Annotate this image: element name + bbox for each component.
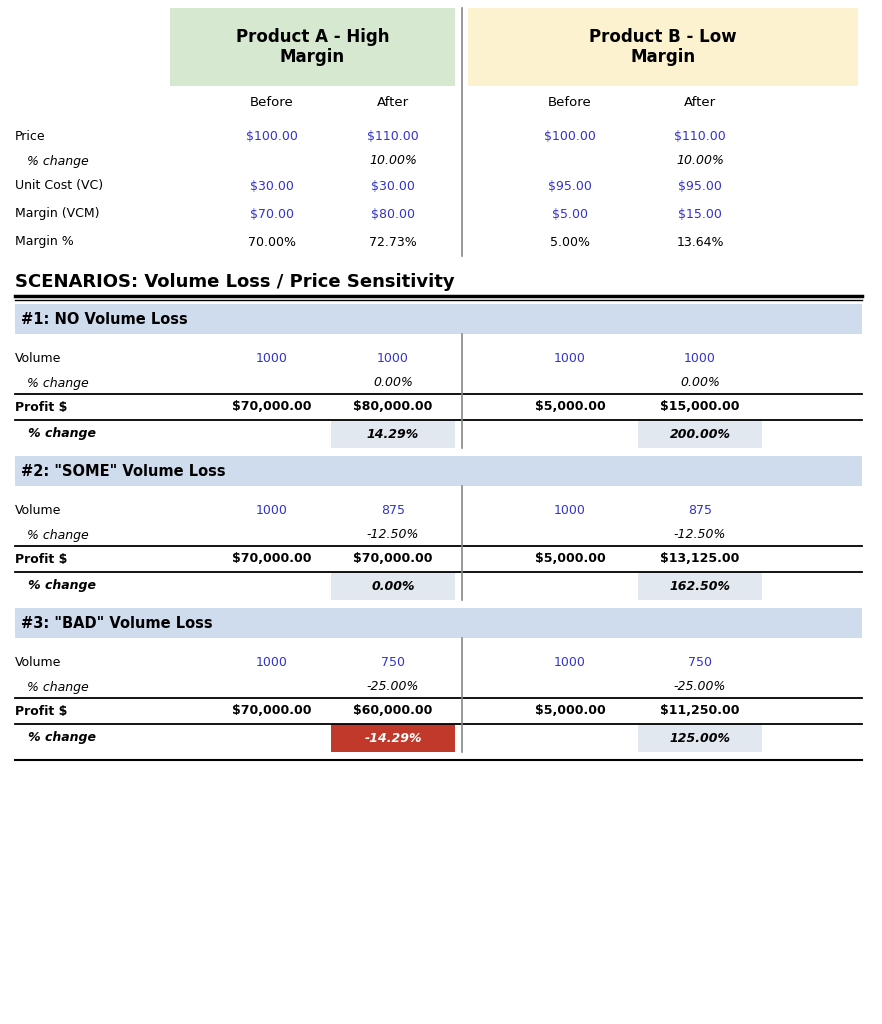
Text: 200.00%: 200.00% — [669, 427, 730, 440]
Text: -25.00%: -25.00% — [367, 681, 419, 693]
Text: $95.00: $95.00 — [548, 179, 592, 193]
Text: 1000: 1000 — [256, 504, 288, 516]
Text: After: After — [377, 95, 409, 109]
Text: Price: Price — [15, 129, 46, 142]
Text: -25.00%: -25.00% — [674, 681, 726, 693]
Text: 10.00%: 10.00% — [369, 155, 417, 168]
Text: % change: % change — [15, 731, 96, 744]
Text: 14.29%: 14.29% — [367, 427, 419, 440]
Text: $30.00: $30.00 — [371, 179, 415, 193]
Text: 875: 875 — [381, 504, 405, 516]
Text: $70.00: $70.00 — [250, 208, 294, 220]
Text: After: After — [684, 95, 716, 109]
Text: Before: Before — [250, 95, 294, 109]
Text: 0.00%: 0.00% — [371, 580, 415, 593]
Text: $11,250.00: $11,250.00 — [661, 705, 740, 718]
Text: 0.00%: 0.00% — [373, 377, 413, 389]
Text: $100.00: $100.00 — [246, 129, 298, 142]
Text: Profit $: Profit $ — [15, 400, 67, 414]
Text: $100.00: $100.00 — [544, 129, 596, 142]
Text: $110.00: $110.00 — [674, 129, 726, 142]
Text: -12.50%: -12.50% — [674, 528, 726, 542]
Text: Product A - High
Margin: Product A - High Margin — [235, 28, 389, 67]
Text: Profit $: Profit $ — [15, 553, 67, 565]
Text: $80.00: $80.00 — [371, 208, 415, 220]
Text: Before: Before — [548, 95, 592, 109]
Text: Unit Cost (VC): Unit Cost (VC) — [15, 179, 103, 193]
Bar — [331, 572, 455, 600]
Text: #1: NO Volume Loss: #1: NO Volume Loss — [21, 311, 188, 327]
Text: 875: 875 — [688, 504, 712, 516]
Text: $60,000.00: $60,000.00 — [354, 705, 433, 718]
Bar — [468, 8, 858, 86]
Text: $5,000.00: $5,000.00 — [534, 553, 605, 565]
Text: 750: 750 — [381, 655, 405, 669]
Text: 162.50%: 162.50% — [669, 580, 730, 593]
Text: $110.00: $110.00 — [367, 129, 419, 142]
Text: $5,000.00: $5,000.00 — [534, 705, 605, 718]
Text: Margin %: Margin % — [15, 236, 74, 249]
Text: 1000: 1000 — [684, 351, 716, 365]
Text: 1000: 1000 — [377, 351, 409, 365]
Text: 750: 750 — [688, 655, 712, 669]
Text: Profit $: Profit $ — [15, 705, 67, 718]
Text: 70.00%: 70.00% — [248, 236, 296, 249]
Text: % change: % change — [15, 681, 89, 693]
Text: $70,000.00: $70,000.00 — [354, 553, 433, 565]
Text: -12.50%: -12.50% — [367, 528, 419, 542]
Text: Volume: Volume — [15, 504, 62, 516]
Text: $80,000.00: $80,000.00 — [354, 400, 433, 414]
Text: 125.00%: 125.00% — [669, 731, 730, 744]
Bar — [170, 8, 455, 86]
Text: 72.73%: 72.73% — [370, 236, 417, 249]
Text: Volume: Volume — [15, 655, 62, 669]
Text: 1000: 1000 — [554, 351, 586, 365]
Text: Volume: Volume — [15, 351, 62, 365]
Text: -14.29%: -14.29% — [364, 731, 422, 744]
Text: % change: % change — [15, 427, 96, 440]
Text: $15,000.00: $15,000.00 — [661, 400, 740, 414]
Text: 0.00%: 0.00% — [680, 377, 720, 389]
Bar — [638, 724, 762, 752]
Text: 1000: 1000 — [256, 351, 288, 365]
Text: % change: % change — [15, 528, 89, 542]
Text: $70,000.00: $70,000.00 — [232, 705, 311, 718]
Text: $70,000.00: $70,000.00 — [232, 400, 311, 414]
Text: Product B - Low
Margin: Product B - Low Margin — [589, 28, 736, 67]
Text: % change: % change — [15, 155, 89, 168]
Text: % change: % change — [15, 580, 96, 593]
Text: 1000: 1000 — [554, 655, 586, 669]
Bar — [331, 420, 455, 449]
Text: $95.00: $95.00 — [678, 179, 722, 193]
Text: $30.00: $30.00 — [250, 179, 294, 193]
Text: #3: "BAD" Volume Loss: #3: "BAD" Volume Loss — [21, 615, 213, 631]
Text: 5.00%: 5.00% — [550, 236, 590, 249]
Text: SCENARIOS: Volume Loss / Price Sensitivity: SCENARIOS: Volume Loss / Price Sensitivi… — [15, 273, 454, 291]
Text: 1000: 1000 — [256, 655, 288, 669]
Bar — [15, 608, 862, 638]
Text: Margin (VCM): Margin (VCM) — [15, 208, 100, 220]
Text: $5,000.00: $5,000.00 — [534, 400, 605, 414]
Bar — [638, 420, 762, 449]
Text: $13,125.00: $13,125.00 — [661, 553, 740, 565]
Text: $5.00: $5.00 — [552, 208, 588, 220]
Bar — [331, 724, 455, 752]
Text: $15.00: $15.00 — [678, 208, 722, 220]
Bar — [638, 572, 762, 600]
Text: 13.64%: 13.64% — [676, 236, 724, 249]
Text: 10.00%: 10.00% — [676, 155, 724, 168]
Text: 1000: 1000 — [554, 504, 586, 516]
Text: % change: % change — [15, 377, 89, 389]
Text: #2: "SOME" Volume Loss: #2: "SOME" Volume Loss — [21, 464, 226, 478]
Bar — [15, 456, 862, 486]
Text: $70,000.00: $70,000.00 — [232, 553, 311, 565]
Bar — [15, 304, 862, 334]
